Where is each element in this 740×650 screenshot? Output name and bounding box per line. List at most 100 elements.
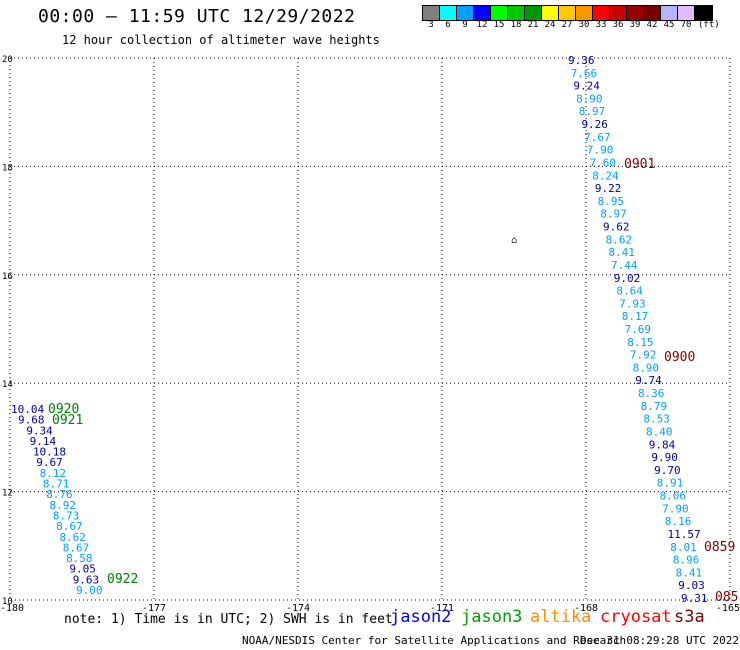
wave-height-label: 7.66 (571, 67, 598, 80)
wave-height-label: 8.76 (46, 488, 73, 501)
lat-tick-label: 10 (2, 597, 13, 607)
lat-tick-label: 12 (2, 489, 13, 499)
colorbar-label: 27 (561, 20, 573, 30)
wave-height-label: 9.68 (18, 414, 45, 427)
wave-height-label: 7.90 (587, 144, 614, 157)
wave-height-label: 9.34 (26, 424, 53, 437)
lat-tick-label: 14 (2, 380, 13, 390)
colorbar-label: 3 (428, 20, 434, 30)
wave-height-label: 8.79 (641, 400, 668, 413)
wave-height-label: 7.90 (662, 502, 689, 515)
page-title: 00:00 – 11:59 UTC 12/29/2022 (38, 6, 356, 27)
wave-height-label: 9.70 (654, 464, 681, 477)
colorbar-swatch (491, 6, 508, 20)
wave-height-label: 7.67 (584, 131, 611, 144)
pass-time-label: 0920 (48, 402, 79, 417)
wave-height-label: 9.24 (573, 80, 600, 93)
wave-height-label: 8.96 (673, 554, 700, 567)
wave-height-label: 8.06 (659, 490, 686, 503)
wave-height-label: 8.95 (598, 195, 625, 208)
wave-height-label: 9.36 (568, 54, 595, 67)
pass-time-label: 0921 (52, 413, 83, 428)
wave-height-label: 8.53 (643, 413, 670, 426)
wave-height-label: 8.67 (56, 520, 83, 533)
wave-height-label: 9.67 (36, 456, 63, 469)
wave-height-label: 10.18 (33, 446, 66, 459)
wave-height-label: 9.74 (635, 374, 662, 387)
colorbar-label: 39 (629, 20, 641, 30)
lat-tick-label: 20 (2, 55, 13, 65)
legend-jason2: jason2 (390, 607, 452, 627)
colorbar-swatch (661, 6, 678, 20)
wave-height-label: 8.71 (43, 478, 70, 491)
colorbar-swatch (644, 6, 661, 20)
colorbar-swatch (440, 6, 457, 20)
wave-height-label: 10.04 (11, 403, 44, 416)
colorbar-swatch (593, 6, 610, 20)
wave-height-label: 8.92 (50, 499, 77, 512)
colorbar-label: 9 (462, 20, 468, 30)
lon-tick-label: -171 (430, 603, 454, 614)
pass-time-label: 0900 (664, 350, 695, 365)
wave-height-label: 8.90 (576, 92, 603, 105)
pass-time-label: 0859 (704, 540, 735, 555)
map-frame (9, 57, 731, 601)
page-subtitle: 12 hour collection of altimeter wave hei… (62, 33, 380, 47)
lon-tick-label: -168 (574, 603, 598, 614)
legend-altika: altika (530, 607, 592, 627)
wave-height-label: 8.41 (676, 566, 703, 579)
colorbar-swatch (678, 6, 695, 20)
pass-time-label: 0922 (107, 572, 138, 587)
wave-height-label: 8.97 (579, 105, 606, 118)
wave-height-label: 8.12 (40, 467, 67, 480)
colorbar-label: 33 (595, 20, 607, 30)
wave-height-label: 9.05 (69, 563, 96, 576)
wave-height-label: 9.02 (614, 272, 641, 285)
lon-tick-label: -177 (142, 603, 166, 614)
colorbar-label: 21 (527, 20, 539, 30)
wave-height-label: 9.63 (73, 573, 100, 586)
colorbar-swatch (508, 6, 525, 20)
colorbar-swatch (542, 6, 559, 20)
wave-height-label: 8.36 (638, 387, 665, 400)
lon-tick-label: -180 (0, 603, 24, 614)
legend-jason3: jason3 (461, 607, 523, 627)
note-text: note: 1) Time is in UTC; 2) SWH is in fe… (64, 612, 393, 627)
colorbar-label: 6 (445, 20, 451, 30)
pass-time-label: 085 (715, 590, 738, 605)
footer-timestamp: Dec 31 08:29:28 UTC 2022 (580, 634, 739, 647)
wave-height-label: 7.93 (619, 297, 646, 310)
legend-s3a: s3a (674, 607, 705, 627)
wave-height-label: 8.17 (622, 310, 649, 323)
footer-credit: NOAA/NESDIS Center for Satellite Applica… (242, 634, 627, 647)
wave-height-label: 8.58 (66, 552, 93, 565)
wave-height-label: 8.64 (616, 285, 643, 298)
colorbar-label: 18 (510, 20, 522, 30)
lat-tick-label: 16 (2, 272, 13, 282)
wave-height-label: 8.16 (665, 515, 692, 528)
wave-height-label: 7.60 (590, 156, 617, 169)
colorbar-label: 45 (663, 20, 675, 30)
wave-height-label: 7.69 (625, 323, 652, 336)
colorbar-swatch (423, 6, 440, 20)
wave-height-label: 8.67 (63, 541, 90, 554)
colorbar-label: (ft) (698, 20, 720, 30)
colorbar-swatch (559, 6, 576, 20)
wave-height-label: 8.62 (606, 233, 633, 246)
wave-height-label: 8.41 (608, 246, 635, 259)
wave-height-label: 9.31 (681, 592, 708, 605)
colorbar-label: 15 (493, 20, 505, 30)
colorbar-swatch (457, 6, 474, 20)
wave-height-label: 8.40 (646, 425, 673, 438)
wave-height-label: 11.57 (668, 528, 701, 541)
wave-height-label: 9.22 (595, 182, 622, 195)
colorbar-label: 70 (680, 20, 692, 30)
lon-tick-label: -165 (716, 603, 740, 614)
wave-height-label: 8.01 (670, 541, 697, 554)
pass-time-label: 0901 (624, 157, 655, 172)
wave-height-label: 9.26 (581, 118, 608, 131)
wave-height-label: 8.91 (657, 477, 684, 490)
colorbar-swatch (474, 6, 491, 20)
colorbar-swatch (695, 6, 712, 20)
